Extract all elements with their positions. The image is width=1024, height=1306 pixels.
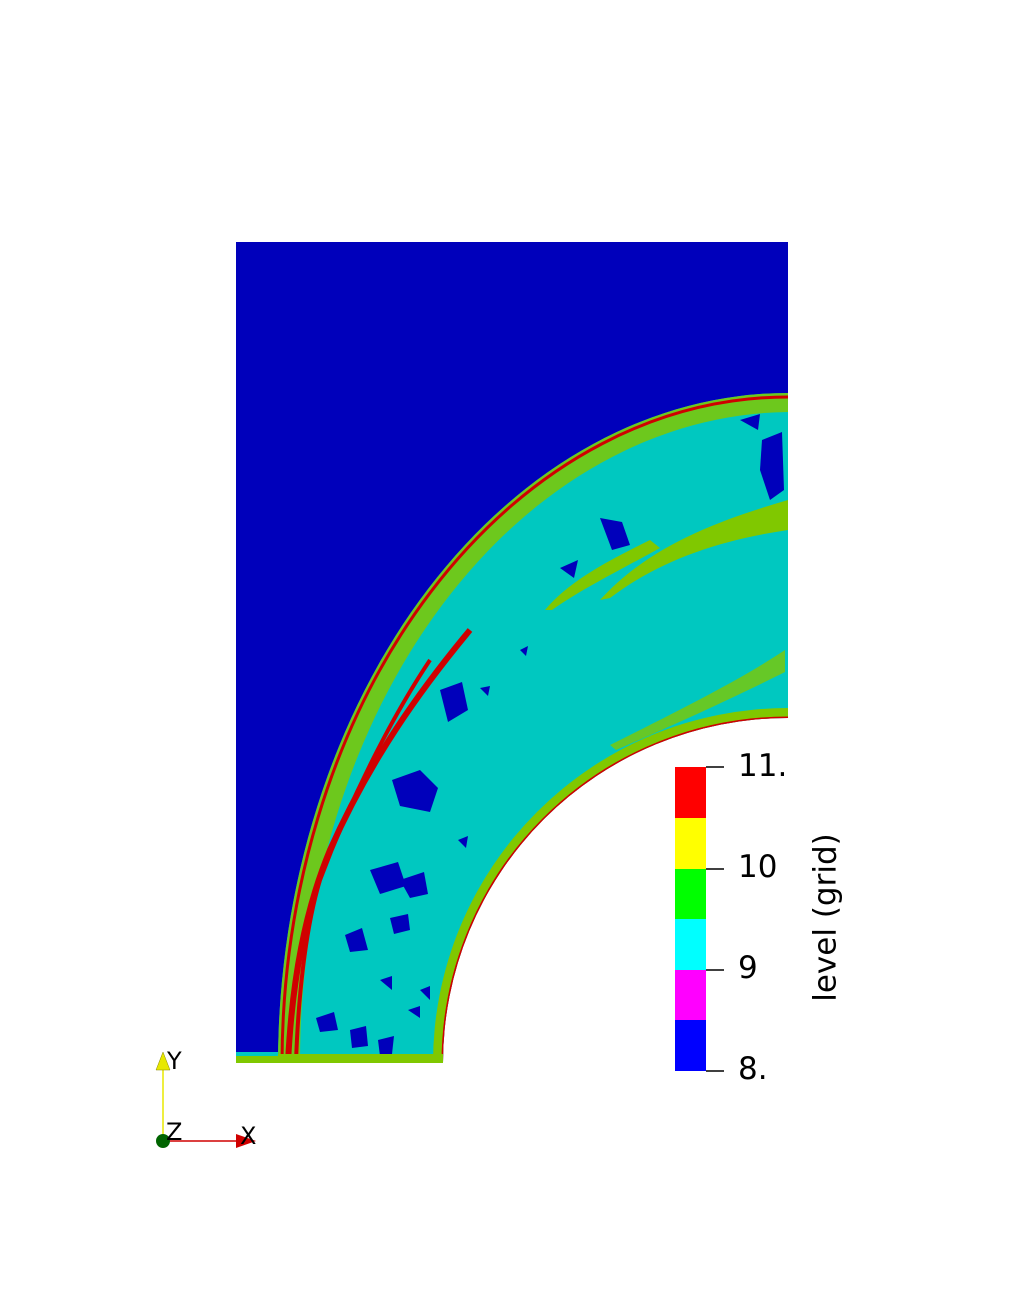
orientation-axes (155, 1051, 256, 1148)
color-band-8-5 (675, 970, 706, 1020)
colorbar-title: level (grid) (807, 833, 844, 1002)
level-10-streak-mid (545, 540, 660, 610)
color-band-8 (675, 1020, 706, 1071)
level-10-streak-lower (610, 650, 785, 750)
y-axis-arrow (155, 1051, 171, 1071)
x-axis-label: X (240, 1122, 257, 1150)
level-11-outer-shock (280, 395, 788, 1063)
color-bar (675, 766, 724, 1072)
y-axis-label: Y (167, 1047, 182, 1075)
z-axis-dot (156, 1134, 170, 1148)
z-axis-label: Z (166, 1118, 183, 1146)
level-8-patches (316, 414, 784, 1056)
colorbar-tick-label-9: 9 (738, 950, 758, 986)
colorbar-tick-label-10: 10 (738, 849, 778, 885)
color-band-9 (675, 919, 706, 970)
color-band-10 (675, 818, 706, 869)
bottom-boundary-cyan (236, 1052, 278, 1056)
color-band-10-5 (675, 767, 706, 818)
colorbar-tick-label-8: 8. (738, 1051, 768, 1087)
bottom-boundary-strip (236, 1054, 443, 1063)
level-10-streak-upper (600, 500, 788, 600)
colorbar-tick-label-11: 11. (738, 748, 788, 784)
x-axis-arrow (236, 1134, 256, 1148)
level-11-tertiary-shock (294, 658, 432, 1063)
color-band-9-5 (675, 869, 706, 919)
